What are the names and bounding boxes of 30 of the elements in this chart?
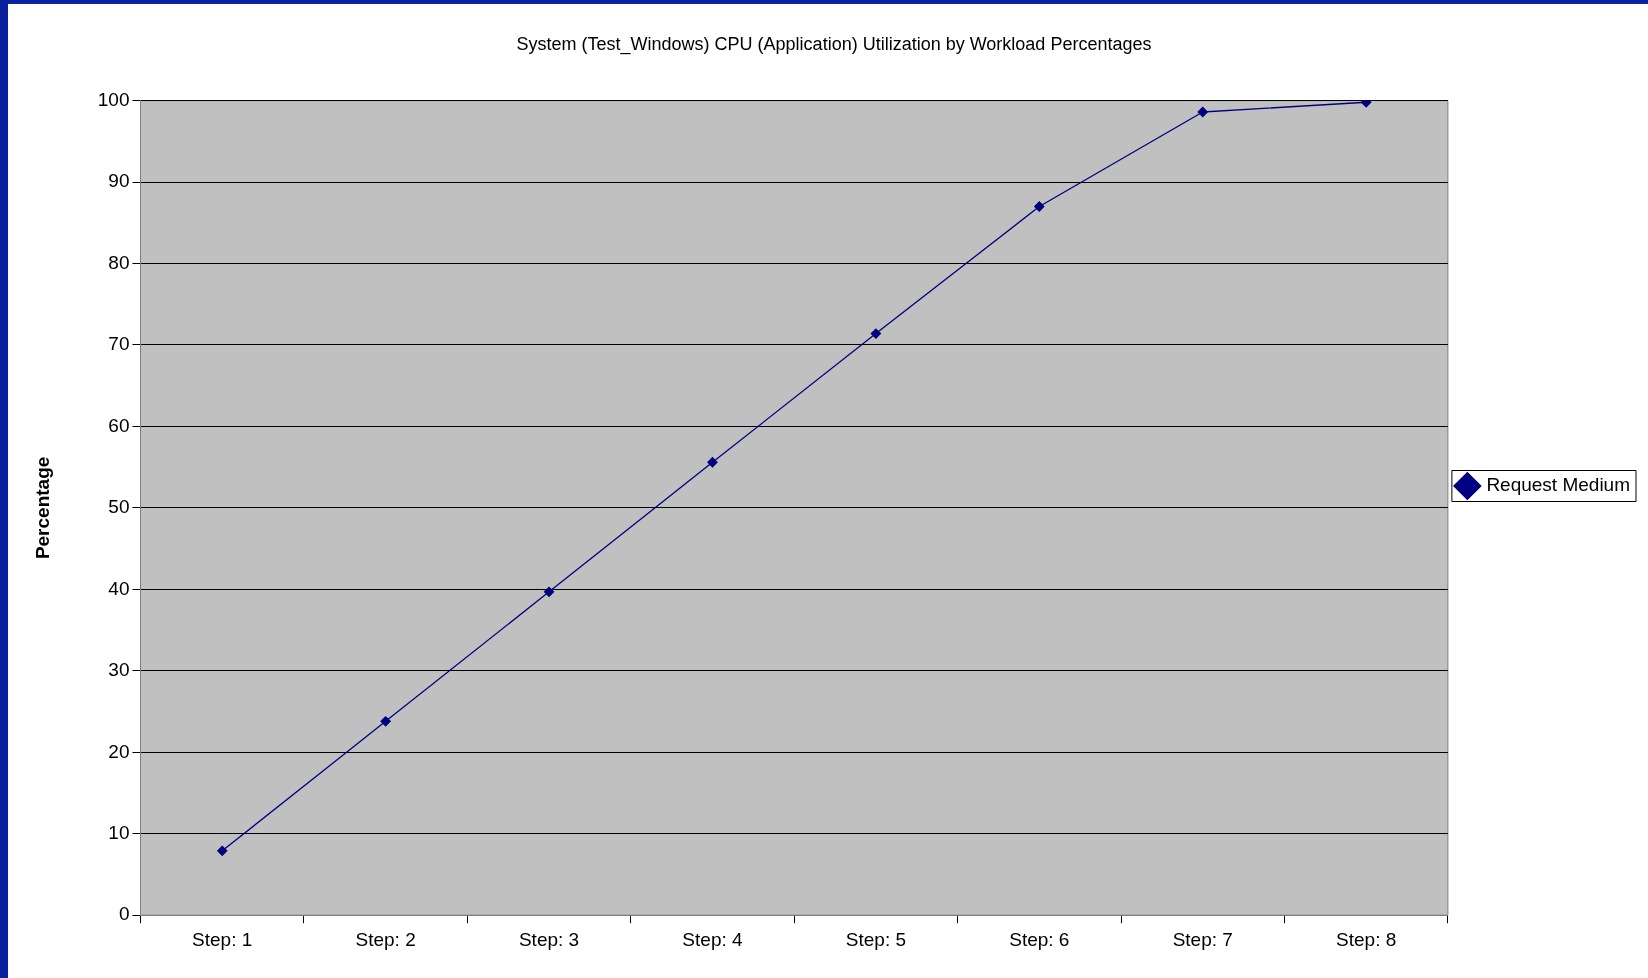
y-tick-label: 50 bbox=[108, 496, 130, 518]
y-tick-label: 90 bbox=[108, 170, 130, 192]
x-tick-label: Step: 2 bbox=[355, 928, 416, 950]
y-tick-label: 20 bbox=[108, 740, 130, 762]
x-tick-label: Step: 3 bbox=[518, 928, 580, 950]
x-tick-label: Step: 5 bbox=[845, 928, 907, 950]
point bbox=[217, 845, 228, 856]
y-tick-label: 40 bbox=[108, 577, 130, 599]
y-tick-label: 60 bbox=[108, 414, 130, 436]
y-tick-label: 30 bbox=[108, 659, 130, 681]
y-tick-label: 100 bbox=[97, 88, 130, 110]
legend-label: Request Medium bbox=[1486, 474, 1630, 496]
y-tick-label: 80 bbox=[108, 251, 130, 273]
x-tick-label: Step: 6 bbox=[1009, 928, 1070, 950]
point bbox=[707, 457, 718, 468]
chart-title: System (Test_Windows) CPU (Application) Utilization by Workload Percentages bbox=[516, 33, 1152, 55]
point bbox=[1197, 106, 1208, 118]
y-tick-label: 0 bbox=[118, 903, 130, 925]
y-tick-label: 70 bbox=[108, 333, 130, 355]
x-tick-label: Step: 7 bbox=[1172, 928, 1233, 950]
x-tick-label: Step: 4 bbox=[682, 928, 744, 950]
x-tick-label: Step: 8 bbox=[1336, 928, 1397, 950]
x-tick-label: Step: 1 bbox=[192, 928, 253, 950]
point bbox=[870, 328, 882, 339]
point bbox=[380, 716, 391, 727]
point bbox=[543, 586, 555, 597]
y-tick-label: 10 bbox=[108, 821, 130, 843]
point bbox=[1361, 100, 1372, 108]
point bbox=[1034, 201, 1045, 212]
y-axis-title: Percentage bbox=[31, 456, 53, 560]
